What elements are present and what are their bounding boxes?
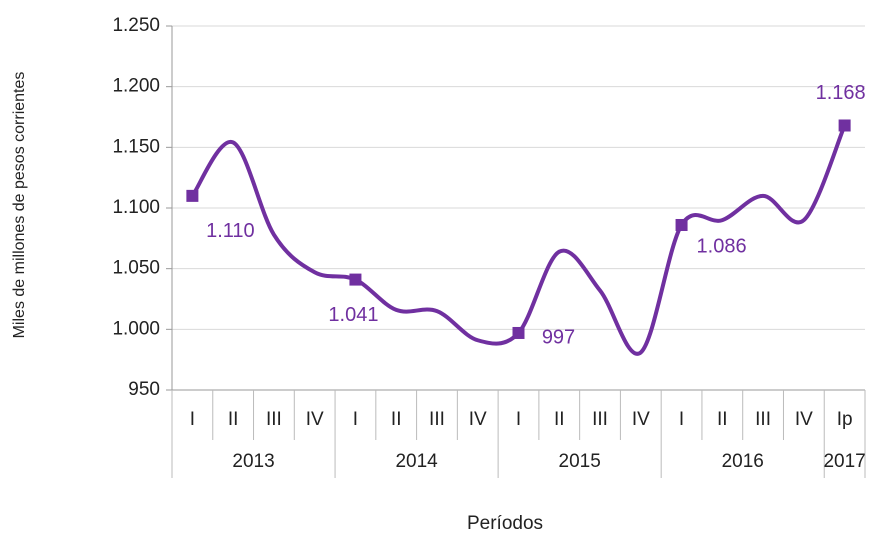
data-label: 997 <box>542 326 575 348</box>
x-tick-label: I <box>679 409 684 430</box>
x-tick-label: II <box>391 409 402 430</box>
marker <box>186 189 199 202</box>
data-label: 1.168 <box>816 82 866 104</box>
y-tick-label: 1.000 <box>112 318 160 339</box>
x-tick-label: II <box>228 409 239 430</box>
x-tick-label: IV <box>469 409 487 430</box>
y-tick-label: 1.050 <box>112 258 160 279</box>
marker <box>675 218 688 231</box>
x-tick-label: III <box>592 409 608 430</box>
x-tick-label: I <box>516 409 521 430</box>
group-label: 2017 <box>823 451 865 472</box>
y-axis-title: Miles de millones de pesos corrientes <box>11 72 28 339</box>
x-tick-label: IV <box>306 409 324 430</box>
y-tick-label: 1.200 <box>112 76 160 97</box>
y-tick-label: 950 <box>128 379 160 400</box>
x-tick-label: I <box>190 409 195 430</box>
line <box>190 124 847 356</box>
x-tick-label: I <box>353 409 358 430</box>
group-label: 2014 <box>395 451 438 472</box>
group-label: 2015 <box>559 451 601 472</box>
x-tick-label: II <box>554 409 565 430</box>
x-tick-label: III <box>266 409 282 430</box>
group-label: 2013 <box>232 451 274 472</box>
x-axis-title: Períodos <box>467 513 543 534</box>
y-tick-label: 1.150 <box>112 136 160 157</box>
marker <box>349 273 362 286</box>
data-label: 1.041 <box>328 304 378 326</box>
x-tick-label: IV <box>795 409 813 430</box>
x-tick-label: III <box>429 409 445 430</box>
data-label: 1.110 <box>206 220 255 242</box>
marker <box>512 326 525 339</box>
x-tick-label: II <box>717 409 728 430</box>
x-tick-label: Ip <box>837 409 853 430</box>
data-label: 1.086 <box>697 235 747 257</box>
marker <box>838 119 851 132</box>
group-label: 2016 <box>722 451 764 472</box>
x-tick-label: IV <box>632 409 650 430</box>
y-tick-label: 1.250 <box>112 15 160 36</box>
x-tick-label: III <box>755 409 771 430</box>
y-tick-label: 1.100 <box>112 197 160 218</box>
